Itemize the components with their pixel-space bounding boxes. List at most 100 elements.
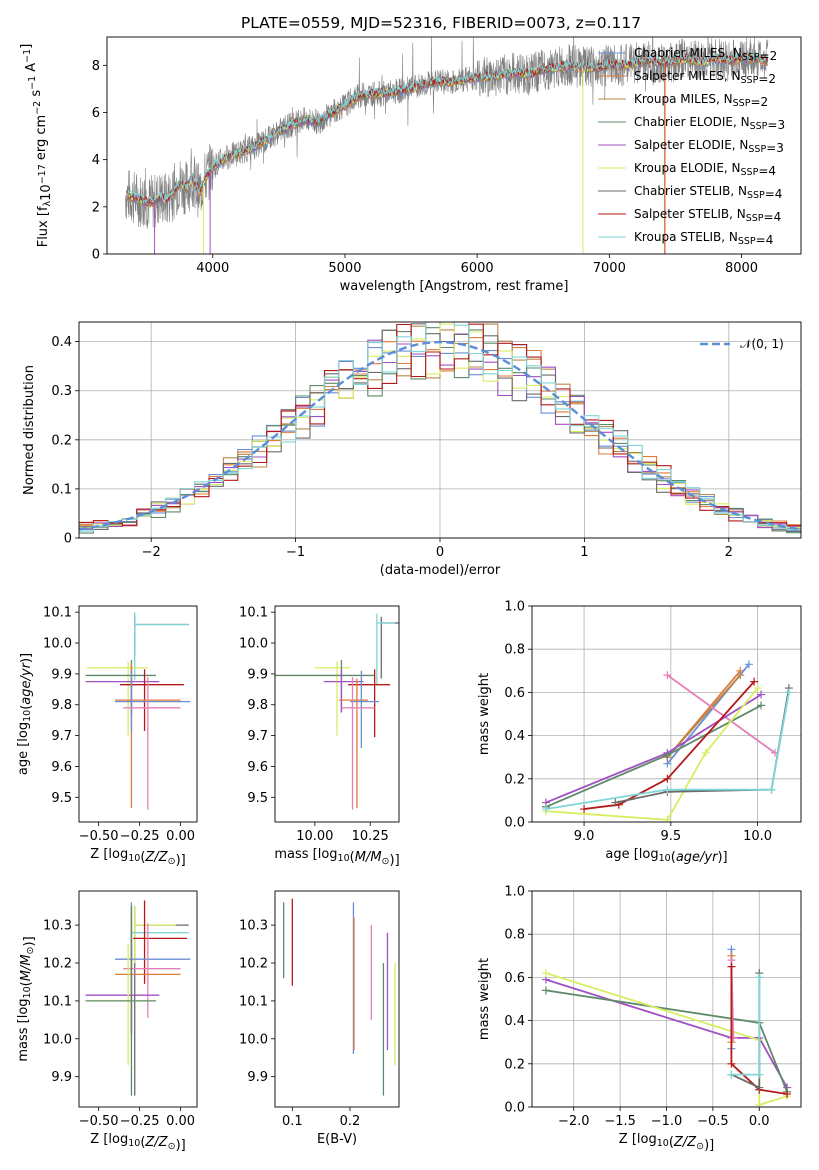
axes-frame	[78, 605, 198, 823]
y-tick-label: 10.1	[43, 994, 72, 1009]
x-tick-label: 10.00	[296, 829, 333, 844]
x-tick-label: 9.0	[574, 829, 595, 844]
weight-line	[666, 674, 776, 754]
weight-marker	[541, 969, 550, 978]
y-tick-label: 10.3	[239, 919, 268, 934]
model-spectrum-line	[126, 52, 769, 205]
y-tick-label: 10.0	[239, 1032, 268, 1047]
y-axis-label: Flux [fλ10−17 erg cm−2 s−1 A−1]	[19, 44, 54, 248]
residual-histogram	[79, 323, 801, 529]
x-tick-label: 10.25	[352, 829, 389, 844]
y-tick-label: 10.2	[43, 957, 72, 972]
residual-histogram	[79, 323, 801, 527]
weight-marker	[750, 677, 759, 686]
legend-entry: Chabrier STELIB, NSSP=4	[634, 184, 782, 201]
weight-line	[545, 687, 759, 821]
weight-marker	[663, 671, 672, 680]
x-tick-label: 0.00	[166, 829, 195, 844]
x-axis-label: mass [log10(M/M⊙)]	[274, 847, 399, 868]
y-tick-label: 0.4	[504, 729, 525, 744]
weight-vs-metallicity-panel: −2.0 −1.5 −1.0 −0.5 0.0 0.0 0.2 0.4 0.6 0.8 1.0 Z […	[477, 885, 802, 1153]
weight-marker	[736, 671, 745, 680]
weight-line	[545, 692, 790, 810]
legend-entry: Salpeter STELIB, NSSP=4	[634, 207, 781, 224]
y-tick-label: 1.0	[504, 600, 525, 615]
y-tick-label: 9.5	[247, 791, 268, 806]
x-axis-label: age [log10(age/yr)]	[605, 847, 727, 865]
x-tick-label: 9.5	[660, 829, 681, 844]
weight-marker	[755, 973, 764, 982]
y-tick-label: 9.9	[247, 1070, 268, 1085]
y-tick-label: 0.2	[504, 772, 525, 787]
x-tick-label: 5000	[328, 261, 361, 276]
y-axis-label: Normed distribution	[22, 365, 37, 495]
model-spectrum-line	[126, 52, 769, 205]
x-tick-label: −1	[286, 545, 305, 560]
y-tick-label: 0.2	[51, 433, 72, 448]
age-vs-mass-panel: 10.00 10.25 9.5 9.6 9.7 9.8 9.9 10.0 10.1 mass [l…	[239, 605, 400, 868]
x-tick-label: −2.0	[558, 1114, 590, 1129]
weight-marker	[727, 1059, 736, 1068]
plot-area	[125, 37, 769, 254]
y-axis-label: mass weight	[477, 958, 492, 1040]
y-tick-label: 9.8	[51, 698, 72, 713]
weight-vs-age-panel: 9.0 9.5 10.0 0.0 0.2 0.4 0.6 0.8 1.0 age [log10(a…	[477, 600, 802, 865]
y-tick-label: 0.3	[51, 384, 72, 399]
weight-marker	[541, 986, 550, 995]
weight-marker	[663, 785, 672, 794]
y-tick-label: 4	[92, 153, 100, 168]
legend-entry: 𝒩(0, 1)	[740, 337, 784, 351]
weight-marker	[663, 815, 672, 822]
y-tick-label: 6	[92, 106, 100, 121]
y-tick-label: 0.6	[504, 686, 525, 701]
x-axis-label: Z [log10(Z/Z⊙)]	[90, 1132, 185, 1153]
y-axis-label: mass [log10(M/M⊙)]	[16, 936, 37, 1061]
y-tick-label: 9.7	[247, 729, 268, 744]
x-tick-label: 0.2	[340, 1114, 361, 1129]
x-tick-label: −1.0	[651, 1114, 683, 1129]
weight-marker	[755, 1070, 764, 1079]
x-tick-label: 0.1	[282, 1114, 303, 1129]
weight-line	[730, 966, 788, 1095]
x-tick-label: −0.25	[120, 829, 160, 844]
weight-marker	[663, 774, 672, 783]
y-tick-label: 0.1	[51, 482, 72, 497]
figure-title: PLATE=0559, MJD=52316, FIBERID=0073, z=0…	[241, 14, 641, 32]
x-tick-label: 4000	[196, 261, 229, 276]
weight-marker	[729, 1033, 738, 1042]
y-tick-label: 10.1	[239, 994, 268, 1009]
weight-marker	[755, 1083, 764, 1092]
y-tick-label: 1.0	[504, 885, 525, 900]
x-tick-label: −0.50	[79, 1114, 119, 1129]
y-tick-label: 10.0	[43, 1032, 72, 1047]
y-tick-label: 0	[64, 532, 72, 547]
weight-marker	[611, 798, 620, 807]
y-tick-label: 9.6	[51, 760, 72, 775]
legend-entry: Chabrier ELODIE, NSSP=3	[634, 115, 785, 132]
x-tick-label: −0.5	[697, 1114, 729, 1129]
weight-marker	[580, 805, 589, 814]
y-tick-label: 0.2	[504, 1057, 525, 1072]
y-tick-label: 9.9	[51, 1070, 72, 1085]
x-tick-label: 6000	[461, 261, 494, 276]
plot-area	[85, 612, 191, 810]
y-tick-label: 0.4	[504, 1014, 525, 1029]
y-axis-label: age [log10(age/yr)]	[16, 653, 34, 775]
plot-area	[85, 900, 191, 1096]
residual-histogram-panel: −2 −1 0 1 2 0 0.1 0.2 0.3 0.4 (data-model)/error No…	[22, 321, 802, 578]
legend-entry: Kroupa ELODIE, NSSP=4	[634, 161, 776, 178]
spectrum-panel: 4000 5000 6000 7000 8000 0 2 4 6 8 wavelength [Ang…	[19, 36, 802, 294]
y-tick-label: 9.8	[247, 698, 268, 713]
y-tick-label: 10.0	[43, 637, 72, 652]
x-tick-label: −2	[142, 545, 161, 560]
weight-line	[731, 973, 761, 1090]
legend-entry: Chabrier MILES, NSSP=2	[634, 46, 777, 63]
weight-marker	[663, 751, 672, 760]
weight-line	[731, 977, 761, 1076]
x-tick-label: 0	[436, 545, 444, 560]
x-axis-label: Z [log10(Z/Z⊙)]	[90, 847, 185, 868]
x-tick-label: 7000	[593, 261, 626, 276]
y-tick-label: 10.0	[239, 637, 268, 652]
legend-entry: Kroupa MILES, NSSP=2	[634, 92, 768, 109]
axes-frame	[274, 890, 400, 1108]
